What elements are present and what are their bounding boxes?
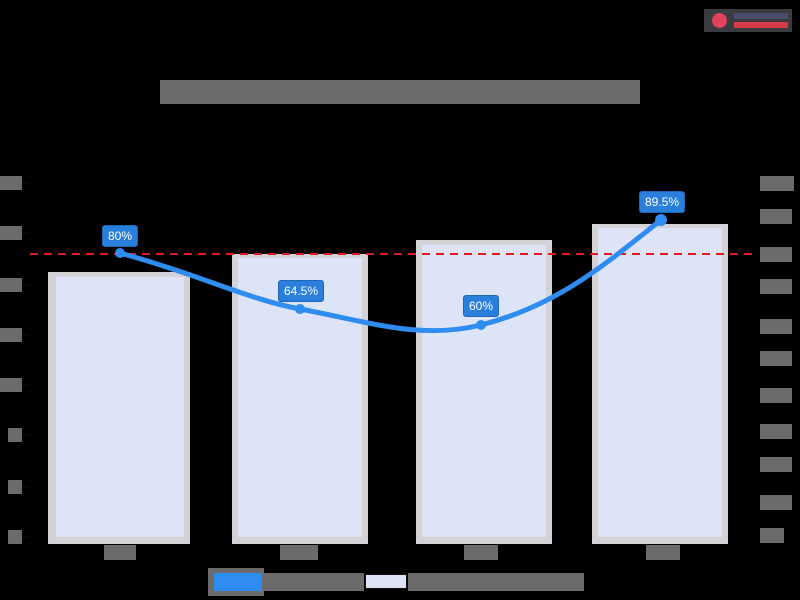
data-label: 80%: [101, 225, 139, 247]
right-axis-label: [760, 388, 792, 403]
left-axis-label: [8, 530, 22, 544]
category-label: [646, 545, 680, 560]
right-axis-label: [760, 495, 792, 510]
right-axis-label: [760, 457, 792, 472]
category-label: [464, 545, 498, 560]
legend-label-bar: [408, 573, 584, 591]
category-label: [104, 545, 136, 560]
left-axis-label: [8, 480, 22, 494]
logo-icon: [712, 13, 727, 28]
right-axis-label: [760, 209, 792, 224]
legend: [208, 568, 584, 596]
right-axis-label: [760, 424, 792, 439]
left-axis-label: [0, 378, 22, 392]
right-axis-label: [760, 528, 784, 543]
left-axis-label: [0, 176, 22, 190]
category-label: [280, 545, 318, 560]
legend-label-line: [264, 573, 364, 591]
chart-title: [160, 80, 640, 104]
right-axis-label: [760, 279, 792, 294]
line-series: [117, 217, 664, 334]
brand-logo: [704, 9, 792, 32]
right-axis-label: [760, 176, 794, 191]
left-axis-label: [0, 226, 22, 240]
left-axis-label: [0, 328, 22, 342]
right-axis-label: [760, 247, 792, 262]
legend-swatch-line[interactable]: [214, 573, 262, 591]
left-axis-label: [0, 278, 22, 292]
data-label: 64.5%: [277, 280, 325, 302]
data-label: 60%: [462, 295, 500, 317]
left-axis-label: [8, 428, 22, 442]
right-axis-label: [760, 351, 792, 366]
right-axis-label: [760, 319, 792, 334]
legend-swatch-bar[interactable]: [365, 574, 407, 589]
data-label: 89.5%: [638, 191, 686, 213]
bars: [48, 224, 728, 544]
